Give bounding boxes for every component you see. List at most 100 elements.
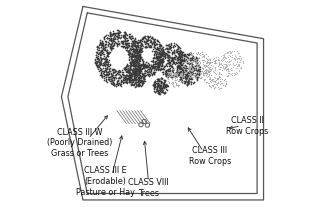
Point bbox=[144, 45, 149, 48]
Point bbox=[127, 59, 132, 62]
Point bbox=[139, 40, 144, 43]
Point bbox=[201, 60, 206, 64]
Point bbox=[138, 57, 143, 61]
Point bbox=[145, 68, 150, 71]
Point bbox=[178, 66, 184, 70]
Point bbox=[235, 60, 240, 64]
Point bbox=[177, 61, 182, 65]
Point bbox=[171, 85, 176, 89]
Point bbox=[150, 37, 155, 41]
Point bbox=[189, 70, 194, 74]
Point bbox=[126, 43, 132, 46]
Point bbox=[185, 52, 190, 56]
Point bbox=[205, 59, 211, 62]
Point bbox=[187, 74, 192, 77]
Point bbox=[118, 36, 123, 40]
Point bbox=[107, 69, 112, 72]
Point bbox=[201, 73, 206, 77]
Point bbox=[213, 58, 218, 62]
Point bbox=[126, 69, 131, 72]
Point bbox=[130, 78, 135, 81]
Point bbox=[157, 53, 162, 56]
Point bbox=[127, 75, 132, 78]
Point bbox=[143, 34, 148, 38]
Point bbox=[125, 44, 130, 47]
Point bbox=[190, 66, 195, 69]
Point bbox=[237, 60, 242, 64]
Point bbox=[179, 61, 185, 64]
Point bbox=[175, 70, 180, 74]
Point bbox=[103, 45, 108, 49]
Point bbox=[144, 73, 149, 76]
Point bbox=[97, 55, 102, 59]
Point bbox=[108, 71, 113, 74]
Point bbox=[163, 82, 169, 86]
Point bbox=[127, 61, 132, 65]
Point bbox=[193, 68, 198, 71]
Point bbox=[203, 56, 209, 60]
Point bbox=[137, 79, 142, 83]
Point bbox=[155, 54, 161, 57]
Point bbox=[158, 79, 163, 83]
Point bbox=[135, 83, 140, 86]
Point bbox=[217, 75, 222, 79]
Point bbox=[236, 64, 241, 68]
Point bbox=[161, 87, 166, 90]
Point bbox=[142, 35, 147, 39]
Point bbox=[137, 83, 143, 87]
Point bbox=[178, 60, 183, 63]
Point bbox=[106, 59, 111, 62]
Point bbox=[233, 55, 239, 59]
Point bbox=[170, 75, 175, 78]
Point bbox=[107, 37, 112, 40]
Point bbox=[132, 40, 137, 43]
Point bbox=[135, 64, 140, 67]
Point bbox=[106, 75, 111, 78]
Point bbox=[130, 51, 135, 54]
Point bbox=[104, 52, 110, 55]
Point bbox=[167, 66, 172, 69]
Point bbox=[117, 82, 122, 86]
Point bbox=[128, 68, 133, 71]
Point bbox=[178, 52, 184, 55]
Point bbox=[212, 61, 217, 65]
Point bbox=[133, 64, 138, 67]
Point bbox=[175, 70, 180, 73]
Point bbox=[136, 45, 141, 49]
Point bbox=[214, 81, 219, 84]
Point bbox=[236, 70, 241, 73]
Point bbox=[179, 55, 185, 59]
Point bbox=[233, 71, 238, 75]
Point bbox=[186, 57, 191, 60]
Point bbox=[173, 61, 178, 65]
Point bbox=[138, 38, 144, 42]
Point bbox=[165, 69, 170, 72]
Point bbox=[187, 51, 192, 54]
Point bbox=[189, 58, 194, 62]
Point bbox=[122, 75, 127, 78]
Point bbox=[103, 47, 108, 51]
Point bbox=[137, 69, 142, 73]
Point bbox=[140, 37, 145, 41]
Point bbox=[168, 43, 173, 46]
Point bbox=[179, 81, 185, 84]
Point bbox=[97, 60, 102, 64]
Point bbox=[151, 72, 157, 75]
Point bbox=[155, 52, 160, 56]
Point bbox=[179, 59, 184, 62]
Point bbox=[197, 71, 202, 74]
Point bbox=[138, 44, 144, 48]
Point bbox=[136, 75, 141, 78]
Point bbox=[225, 50, 230, 54]
Point bbox=[130, 66, 136, 70]
Point bbox=[181, 74, 186, 77]
Point bbox=[132, 49, 137, 52]
Point bbox=[99, 72, 104, 76]
Point bbox=[126, 70, 132, 74]
Point bbox=[129, 63, 135, 67]
Point bbox=[155, 48, 161, 51]
Point bbox=[124, 40, 129, 43]
Point bbox=[129, 57, 135, 60]
Point bbox=[188, 58, 193, 62]
Point bbox=[103, 61, 108, 64]
